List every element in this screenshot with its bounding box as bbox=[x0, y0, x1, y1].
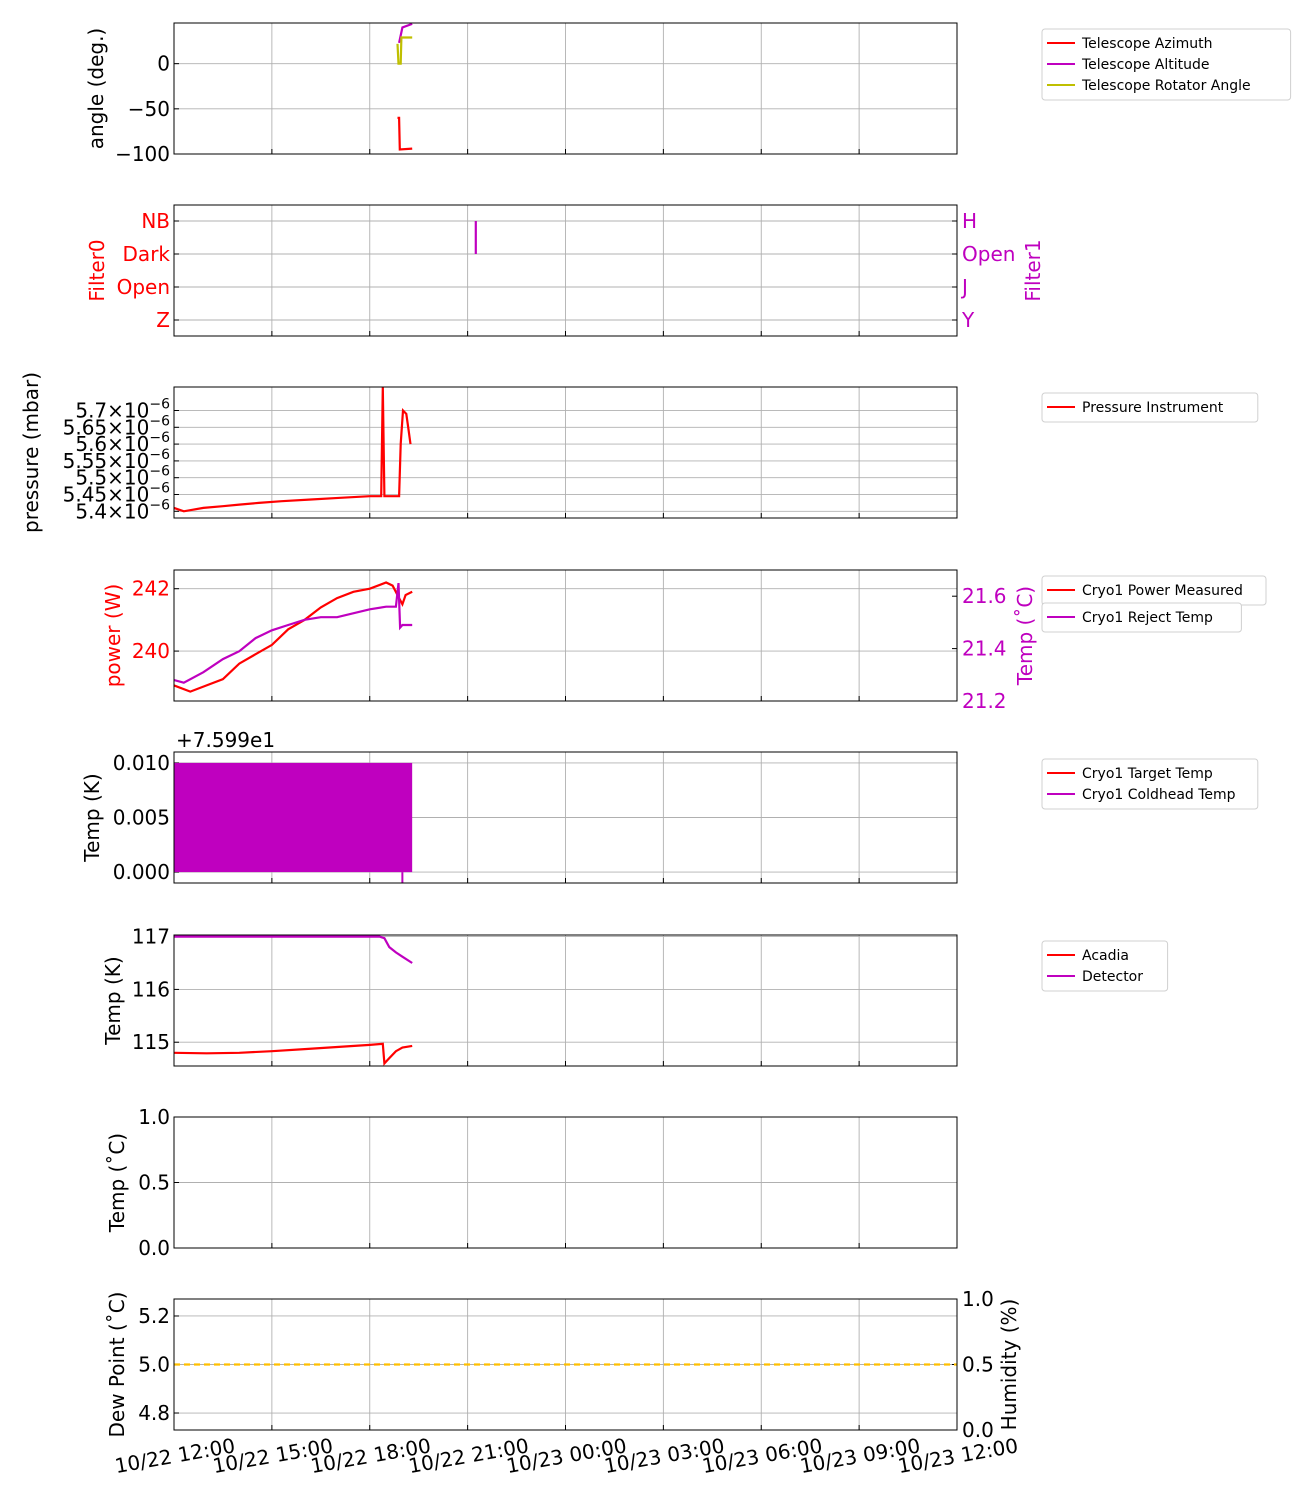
y-axis-label-left: Filter0 bbox=[85, 239, 109, 301]
y-tick-label: 5.0 bbox=[138, 1353, 170, 1377]
legend-label: Telescope Rotator Angle bbox=[1081, 78, 1251, 94]
y-axis-label-left: power (W) bbox=[101, 584, 125, 688]
series-telescope-rotator-angle bbox=[396, 36, 413, 65]
panel-pressure: 5.4×10−65.45×10−65.5×10−65.55×10−65.6×10… bbox=[19, 372, 1259, 533]
y-tick-label-right: Open bbox=[962, 242, 1015, 266]
offset-text: +7.599e1 bbox=[176, 728, 275, 752]
series-cryo1-coldhead-temp bbox=[174, 762, 413, 873]
series-cryo1-power-measured bbox=[174, 581, 413, 693]
panel-cryo-temps: 0.010 0.005 0.000 +7.599e1 Temp (K) Cryo1 Tar… bbox=[80, 728, 1259, 884]
plot-frame bbox=[173, 934, 958, 1067]
series-telescope-azimuth bbox=[397, 116, 413, 151]
panel-detector-temps: 117 116 115 Temp (K) Acadia Detector bbox=[101, 925, 1169, 1067]
panel-empty-temp: 1.0 0.5 0.0 Temp (˚C) bbox=[105, 1105, 958, 1260]
y-tick-label: NB bbox=[141, 209, 170, 233]
y-tick-label-right: 21.4 bbox=[962, 637, 1007, 661]
y-tick-label-right: H bbox=[962, 209, 977, 233]
y-tick-label: 240 bbox=[132, 639, 170, 663]
legend-label: Telescope Azimuth bbox=[1081, 36, 1212, 52]
legend-label: Cryo1 Coldhead Temp bbox=[1082, 787, 1236, 803]
y-tick-label: 5.4×10−6 bbox=[75, 497, 170, 523]
panel-weather: 5.2 5.0 4.8 1.0 0.5 0.0 Dew Point (˚C) Humidity… bbox=[105, 1287, 1021, 1442]
y-tick-label-right: 21.6 bbox=[962, 584, 1007, 608]
legend-label: Acadia bbox=[1082, 948, 1129, 964]
series-acadia bbox=[174, 1042, 413, 1066]
plot-frame bbox=[173, 22, 958, 155]
y-tick-label-right: J bbox=[960, 275, 968, 299]
series-detector bbox=[174, 935, 413, 964]
y-axis-label-right: Humidity (%) bbox=[997, 1299, 1021, 1431]
y-axis-label: angle (deg.) bbox=[84, 28, 108, 150]
series-telescope-altitude bbox=[398, 22, 413, 44]
y-axis-label: Temp (K) bbox=[101, 956, 125, 1045]
y-tick-label: 242 bbox=[132, 577, 170, 601]
panel-cryo-power: 242 240 21.6 21.4 21.2 power (W) Temp (˚C) Cryo… bbox=[101, 569, 1267, 713]
plot-frame bbox=[173, 386, 958, 519]
panel-filters: NB H Dark Open Open J Z Y Filter0 Filter1 bbox=[85, 204, 1045, 337]
y-tick-label: 116 bbox=[132, 977, 170, 1001]
y-axis-label: pressure (mbar) bbox=[19, 372, 43, 533]
y-tick-label: 5.45×10−6 bbox=[63, 480, 170, 506]
y-tick-label: 0 bbox=[157, 52, 170, 76]
legend-box bbox=[1041, 392, 1259, 423]
series-cryo1-reject-temp bbox=[174, 582, 413, 684]
y-tick-label: 4.8 bbox=[138, 1401, 170, 1425]
y-tick-label: Dark bbox=[123, 242, 171, 266]
legend-box bbox=[1041, 758, 1259, 810]
y-axis-label-right: Filter1 bbox=[1021, 239, 1045, 301]
y-axis-label-right: Temp (˚C) bbox=[1013, 586, 1037, 686]
plot-frame bbox=[173, 569, 958, 702]
y-tick-label: 5.5×10−6 bbox=[75, 464, 170, 490]
series-pressure-instrument bbox=[174, 386, 412, 513]
legend-label: Cryo1 Target Temp bbox=[1082, 766, 1213, 782]
legend-label: Detector bbox=[1082, 969, 1143, 985]
y-axis-label: Temp (˚C) bbox=[105, 1133, 129, 1233]
y-tick-label: Open bbox=[117, 275, 170, 299]
plot-frame bbox=[173, 1298, 958, 1431]
legend-label: Pressure Instrument bbox=[1082, 400, 1224, 416]
y-tick-label: 0.5 bbox=[138, 1171, 170, 1195]
y-axis-label: Temp (K) bbox=[80, 773, 104, 862]
y-tick-label: 5.2 bbox=[138, 1304, 170, 1328]
legend-label: Cryo1 Power Measured bbox=[1082, 583, 1243, 599]
y-tick-label: 117 bbox=[132, 925, 170, 949]
y-tick-label: 5.55×10−6 bbox=[63, 447, 170, 473]
y-tick-label: 0.010 bbox=[113, 751, 170, 775]
plot-frame bbox=[173, 204, 958, 337]
y-tick-label-right: 0.5 bbox=[962, 1353, 994, 1377]
y-tick-label-right: 21.2 bbox=[962, 689, 1007, 713]
y-tick-label: Z bbox=[156, 308, 170, 332]
legend-box bbox=[1041, 940, 1169, 992]
y-tick-label-right: Y bbox=[961, 308, 975, 332]
plot-frame bbox=[173, 751, 958, 884]
y-tick-label: −100 bbox=[115, 142, 170, 166]
y-tick-label: 0.005 bbox=[113, 806, 170, 830]
y-tick-label: 5.65×10−6 bbox=[63, 413, 170, 439]
legend-label: Cryo1 Reject Temp bbox=[1082, 610, 1213, 626]
y-tick-label: 0.0 bbox=[138, 1236, 170, 1260]
y-tick-label-right: 1.0 bbox=[962, 1287, 994, 1311]
legend-box bbox=[1041, 602, 1242, 633]
y-axis-label-left: Dew Point (˚C) bbox=[105, 1291, 129, 1437]
y-tick-label: 0.000 bbox=[113, 860, 170, 884]
y-tick-label-right: 0.0 bbox=[962, 1418, 994, 1442]
y-tick-label: 115 bbox=[132, 1030, 170, 1054]
plot-frame bbox=[173, 1116, 958, 1249]
panel-angles: 0 −50 −100 angle (deg.) Telescope Azimuth Tel… bbox=[84, 22, 1292, 166]
y-tick-label: 1.0 bbox=[138, 1105, 170, 1129]
legend-box bbox=[1041, 28, 1292, 101]
y-tick-label: 5.6×10−6 bbox=[75, 430, 170, 456]
y-tick-label: −50 bbox=[128, 97, 170, 121]
y-tick-label: 5.7×10−6 bbox=[75, 397, 170, 423]
legend-label: Telescope Altitude bbox=[1081, 57, 1210, 73]
